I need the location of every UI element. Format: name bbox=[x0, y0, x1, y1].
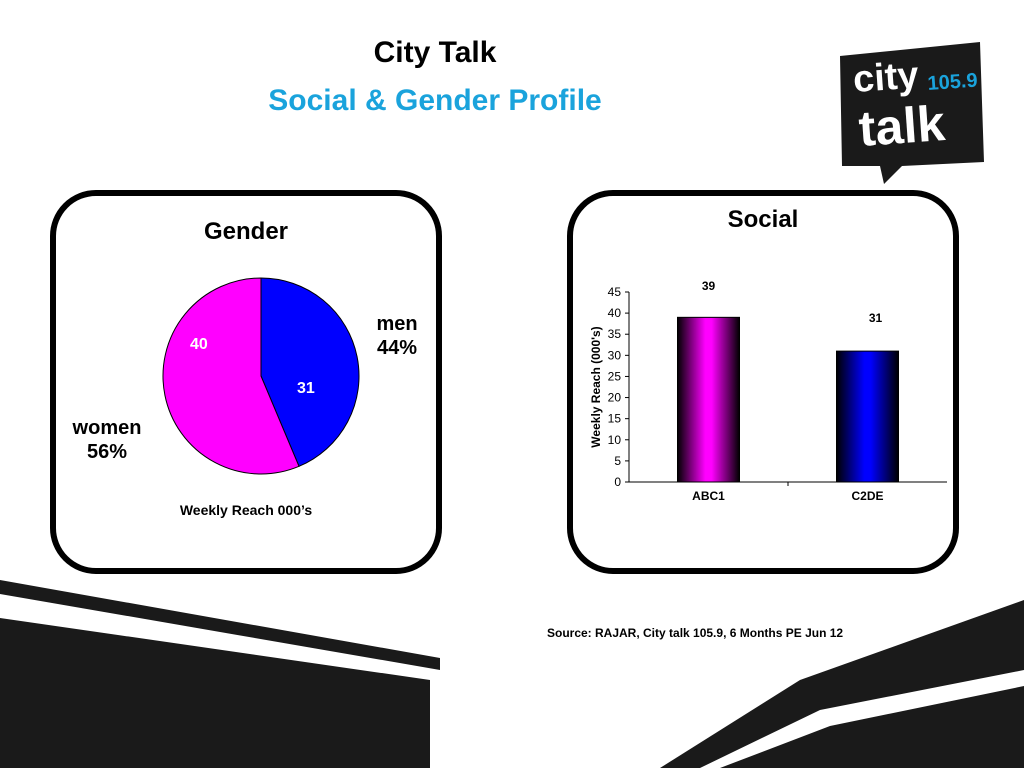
bar-value-label: 39 bbox=[702, 279, 716, 293]
legend-women: women 56% bbox=[62, 416, 152, 464]
y-tick-label: 40 bbox=[608, 306, 622, 320]
pie-slice-men bbox=[260, 277, 360, 467]
gender-pie-chart bbox=[162, 277, 360, 475]
y-tick-label: 35 bbox=[608, 327, 622, 341]
x-tick-label: ABC1 bbox=[692, 489, 725, 503]
gender-chart-title: Gender bbox=[203, 218, 289, 245]
social-chart-title: Social bbox=[727, 206, 799, 233]
gender-panel: Gender 40 31 men 44% women 56% Weekly Re… bbox=[50, 190, 442, 574]
y-tick-label: 20 bbox=[608, 391, 622, 405]
page-subtitle: Social & Gender Profile bbox=[268, 84, 602, 117]
decorative-stripes bbox=[0, 580, 1024, 768]
y-tick-label: 0 bbox=[614, 475, 621, 489]
y-tick-label: 10 bbox=[608, 433, 622, 447]
legend-men: men 44% bbox=[362, 312, 432, 360]
logo-word-city: city bbox=[852, 55, 920, 101]
y-tick-label: 15 bbox=[608, 412, 622, 426]
y-tick-label: 45 bbox=[608, 285, 622, 299]
logo-frequency: 105.9 bbox=[927, 70, 978, 95]
y-tick-label: 25 bbox=[608, 369, 622, 383]
y-axis-label: Weekly Reach (000's) bbox=[589, 326, 603, 447]
y-tick-label: 5 bbox=[614, 454, 621, 468]
city-talk-logo: city 105.9 talk bbox=[840, 42, 984, 184]
legend-men-percent: 44% bbox=[376, 337, 418, 359]
pie-caption: Weekly Reach 000’s bbox=[179, 502, 313, 518]
x-tick-label: C2DE bbox=[851, 489, 883, 503]
bar-value-label: 31 bbox=[869, 311, 883, 325]
bar-abc1 bbox=[677, 316, 740, 483]
legend-men-name: men bbox=[376, 313, 418, 335]
pie-label-women-value: 40 bbox=[190, 336, 208, 353]
pie-slice-women bbox=[162, 277, 300, 475]
legend-women-name: women bbox=[72, 417, 142, 439]
pie-label-men-value: 31 bbox=[297, 380, 315, 397]
page-title: City Talk bbox=[373, 36, 497, 69]
source-note: Source: RAJAR, City talk 105.9, 6 Months… bbox=[547, 626, 844, 640]
legend-women-percent: 56% bbox=[86, 441, 128, 463]
bar-c2de bbox=[836, 350, 899, 483]
social-panel: Social 0 5 10 15 20 25 30 35 40 45 Weekly Reach (0… bbox=[567, 190, 959, 574]
logo-word-talk: talk bbox=[857, 95, 947, 157]
y-tick-label: 30 bbox=[608, 348, 622, 362]
social-bar-chart: 0 5 10 15 20 25 30 35 40 45 Weekly Reach (000's) 39… bbox=[589, 279, 947, 503]
